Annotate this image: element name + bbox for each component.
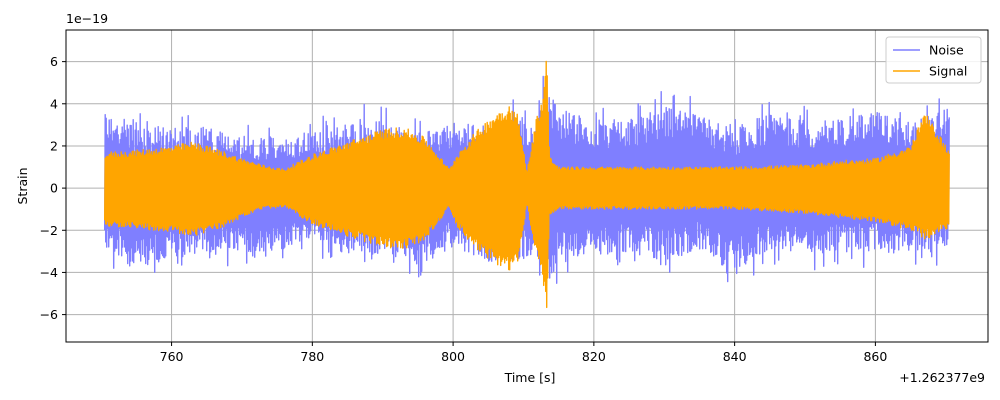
y-tick-label: 0 [50, 181, 58, 196]
x-tick-label: 860 [863, 349, 887, 364]
plot-frame [65, 29, 989, 343]
x-tick-label: 800 [441, 349, 465, 364]
y-tick-label: −2 [40, 223, 58, 238]
y-tick-label: −6 [40, 307, 58, 322]
x-tick-label: 760 [160, 349, 184, 364]
y-axis-label: Strain [15, 167, 30, 204]
x-tick-label: 820 [582, 349, 606, 364]
y-tick-label: 6 [50, 54, 58, 69]
y-scale-label: 1e−19 [66, 11, 108, 26]
y-tick-label: −4 [40, 265, 58, 280]
legend-label-signal: Signal [929, 64, 967, 79]
series-line-signal [104, 60, 950, 309]
y-tick-label: 4 [50, 96, 58, 111]
axis-ticks: 760 780 800 820 840 860 −6 −4 −2 0 2 4 6 [40, 54, 888, 364]
legend: Noise Signal [885, 36, 982, 84]
x-offset-label: +1.262377e9 [899, 370, 985, 385]
legend-label-noise: Noise [929, 43, 964, 58]
x-axis-label: Time [s] [504, 370, 556, 385]
x-tick-label: 840 [723, 349, 747, 364]
x-tick-label: 780 [300, 349, 324, 364]
series-plot-area [104, 60, 950, 309]
y-tick-label: 2 [50, 138, 58, 153]
